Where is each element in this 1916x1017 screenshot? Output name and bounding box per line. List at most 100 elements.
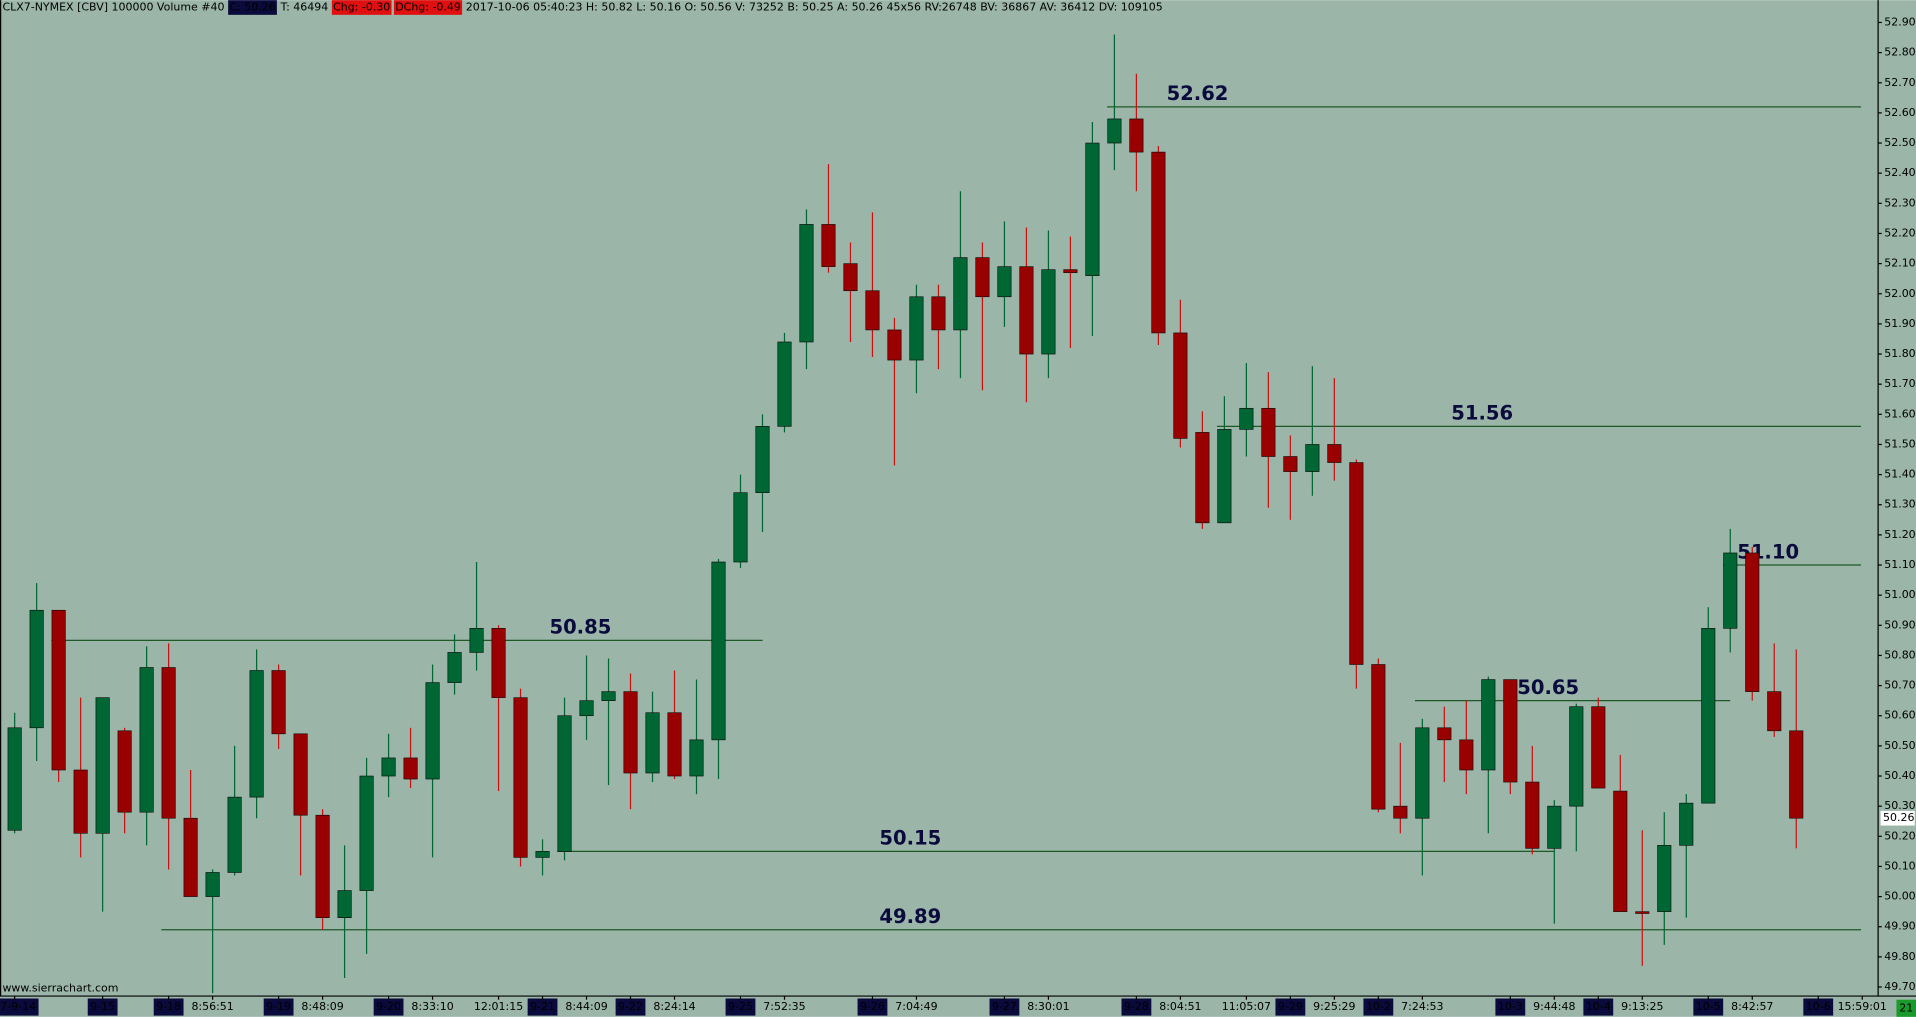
x-tick-group: 9-22	[615, 996, 646, 1016]
candle-body	[1745, 552, 1760, 692]
x-tick-group: 10-5	[1693, 996, 1724, 1016]
x-tick-label: 8:44:09	[565, 1000, 607, 1013]
y-tick-label: 52.60	[1884, 106, 1915, 119]
candle-body	[1173, 332, 1188, 439]
x-tick-highlight	[989, 998, 1020, 1016]
x-tick-label: 9:13:25	[1621, 1000, 1663, 1013]
candle-body	[1283, 456, 1298, 472]
y-tick-label: 52.20	[1884, 226, 1915, 239]
candle-body	[1525, 781, 1540, 849]
bar-counter: 21	[1899, 1001, 1913, 1014]
candle-body	[205, 872, 220, 897]
x-tick-group: 8:56:51	[191, 996, 234, 1013]
candle-body	[1305, 444, 1320, 472]
x-tick-group: 8:24:14	[653, 996, 696, 1013]
candle-body	[1723, 552, 1738, 629]
candle-body	[623, 691, 638, 774]
candle-body	[1019, 266, 1034, 355]
candle-body	[1657, 845, 1672, 912]
x-tick-group: 9:13:25	[1621, 996, 1663, 1013]
x-tick-group: 9-25	[725, 996, 756, 1016]
x-tick-group: 11:05:07	[1222, 996, 1271, 1013]
x-tick-label: 8:48:09	[301, 1000, 343, 1013]
header-highlight	[331, 0, 392, 15]
x-tick-highlight	[153, 998, 184, 1016]
candle-body	[755, 426, 770, 493]
x-tick-group: 8:48:09	[301, 996, 344, 1013]
bar-counter-box	[1896, 999, 1916, 1017]
candle-body	[161, 667, 176, 819]
candle-body	[1481, 679, 1496, 771]
x-tick-group: 9-21	[527, 996, 558, 1016]
x-tick-label: 9-18	[156, 1000, 181, 1013]
candle-body	[315, 814, 330, 918]
candle-body	[139, 667, 154, 813]
candle-body	[843, 263, 858, 292]
level-label: 52.62	[1167, 82, 1229, 105]
x-tick-label: 8:33:10	[411, 1000, 453, 1013]
x-tick-group: 8:30:01	[1027, 996, 1070, 1013]
x-tick-group: 9-15	[87, 996, 118, 1016]
x-tick-label: 8:30:01	[1027, 1000, 1069, 1013]
candle-body	[425, 682, 440, 780]
level-label: 49.89	[879, 905, 941, 928]
x-tick-label: 10-4	[1586, 1000, 1611, 1013]
y-tick-label: 51.20	[1884, 528, 1915, 541]
candle-body	[1349, 462, 1364, 665]
candle-body	[117, 730, 132, 813]
y-tick-label: 51.70	[1884, 377, 1915, 390]
x-tick-label: 9-21	[530, 1000, 555, 1013]
x-tick-group: 17-9-14	[0, 996, 39, 1016]
x-tick-group: 8:44:09	[565, 996, 608, 1013]
candle-body	[1129, 118, 1144, 153]
x-tick-group: 15:59:01	[1838, 996, 1887, 1013]
y-tick-label: 51.00	[1884, 588, 1915, 601]
y-tick-label: 52.10	[1884, 257, 1915, 270]
y-tick-label: 51.90	[1884, 317, 1915, 330]
y-tick-label: 51.10	[1884, 558, 1915, 571]
header-text: CLX7-NYMEX [CBV] 100000 Volume #40	[2, 1, 224, 14]
y-tick-label: 50.20	[1884, 829, 1915, 842]
header-text: T: 46494	[280, 1, 329, 14]
x-tick-label: 9-25	[728, 1000, 753, 1013]
x-tick-group: 9-27	[989, 996, 1020, 1016]
candle-body	[1459, 739, 1474, 771]
candle-body	[1503, 679, 1518, 783]
y-tick-label: 49.90	[1884, 920, 1915, 933]
y-tick-label: 50.90	[1884, 618, 1915, 631]
x-tick-group: 10-4	[1583, 996, 1614, 1016]
y-tick-label: 52.80	[1884, 46, 1915, 59]
candle-body	[1547, 805, 1562, 849]
candle-body	[337, 890, 352, 918]
header-text: C: 50.26	[229, 1, 275, 14]
candle-body	[887, 329, 902, 361]
x-tick-group: 9-20	[373, 996, 404, 1016]
candle-body	[909, 296, 924, 361]
y-tick-label: 51.50	[1884, 437, 1915, 450]
candle-body	[1371, 664, 1386, 810]
y-tick-label: 52.90	[1884, 15, 1915, 28]
x-tick-label: 7:24:53	[1401, 1000, 1443, 1013]
level-label: 50.65	[1517, 676, 1579, 699]
candle-body	[293, 733, 308, 816]
candle-body	[1151, 151, 1166, 334]
candle-body	[271, 670, 286, 735]
y-tick-label: 50.80	[1884, 648, 1915, 661]
x-tick-label: 17-9-14	[0, 1000, 36, 1013]
x-tick-highlight	[263, 998, 294, 1016]
header-text: 2017-10-06 05:40:23 H: 50.82 L: 50.16 O:…	[466, 1, 1163, 14]
candle-body	[73, 769, 88, 834]
x-tick-highlight	[857, 998, 888, 1016]
x-tick-highlight	[0, 998, 39, 1016]
x-tick-label: 9-19	[266, 1000, 291, 1013]
x-tick-group: 7:52:35	[763, 996, 806, 1013]
x-tick-group: 9-18	[153, 996, 184, 1016]
x-tick-label: 7:04:49	[895, 1000, 937, 1013]
x-tick-highlight	[1275, 998, 1306, 1016]
y-tick-label: 51.30	[1884, 498, 1915, 511]
y-tick-label: 52.70	[1884, 76, 1915, 89]
y-tick-label: 50.00	[1884, 890, 1915, 903]
x-tick-label: 9-22	[618, 1000, 643, 1013]
y-tick-label: 51.60	[1884, 407, 1915, 420]
